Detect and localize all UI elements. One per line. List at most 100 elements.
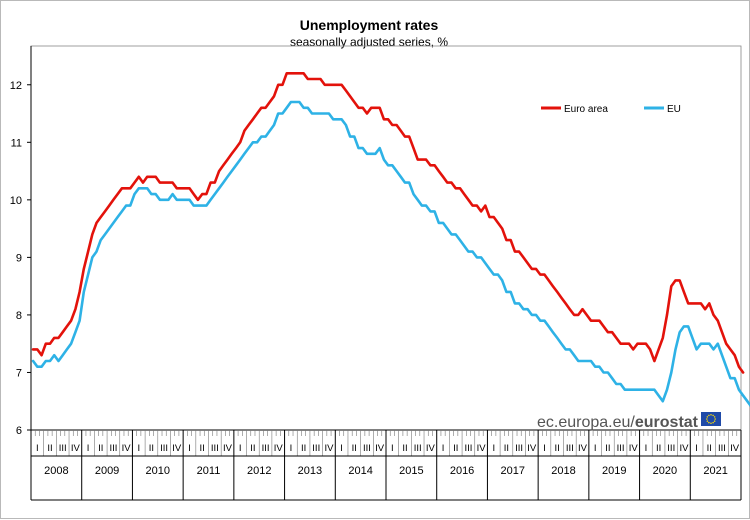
y-tick-label: 9 — [16, 252, 22, 264]
y-tick-label: 6 — [16, 425, 22, 437]
series-lines — [31, 72, 750, 408]
y-tick-label: 11 — [11, 137, 22, 149]
x-quarter-label: I — [36, 443, 39, 454]
flag-star — [706, 420, 709, 422]
x-quarter-label: IV — [679, 443, 689, 454]
x-quarter-label: II — [250, 443, 255, 454]
legend-eu-label: EU — [667, 104, 681, 115]
x-year-label: 2018 — [551, 465, 575, 477]
x-quarter-label: I — [492, 443, 495, 454]
x-quarter-label: III — [566, 443, 574, 454]
x-quarter-label: III — [211, 443, 219, 454]
chart-title: Unemployment rates — [300, 17, 439, 33]
plot-area — [30, 45, 742, 431]
x-quarter-label: IV — [426, 443, 436, 454]
x-year-label: 2008 — [44, 465, 68, 477]
x-year-label: 2020 — [653, 465, 677, 477]
legend-euro-area-label: Euro area — [564, 104, 608, 115]
x-quarter-label: IV — [324, 443, 334, 454]
flag-star — [706, 416, 709, 418]
x-quarter-label: II — [504, 443, 509, 454]
x-year-label: 2017 — [501, 465, 525, 477]
x-quarter-label: I — [594, 443, 597, 454]
x-quarter-label: III — [363, 443, 371, 454]
x-quarter-label: II — [200, 443, 205, 454]
x-quarter-label: IV — [122, 443, 132, 454]
flag-star — [708, 421, 710, 424]
x-quarter-label: I — [543, 443, 546, 454]
flag-star — [713, 416, 716, 418]
source-watermark: ec.europa.eu/eurostat — [537, 412, 721, 431]
x-quarter-label: I — [391, 443, 394, 454]
x-year-label: 2014 — [348, 465, 372, 477]
x-quarter-label: II — [47, 443, 52, 454]
x-year-label: 2016 — [450, 465, 474, 477]
x-quarter-label: I — [188, 443, 191, 454]
x-quarter-label: II — [301, 443, 306, 454]
x-quarter-label: IV — [477, 443, 487, 454]
series-line-eu — [31, 100, 750, 408]
x-quarter-label: III — [617, 443, 625, 454]
x-quarter-label: I — [442, 443, 445, 454]
x-quarter-label: II — [98, 443, 103, 454]
x-quarter-label: II — [555, 443, 560, 454]
x-year-label: 2010 — [146, 465, 170, 477]
x-year-label: 2021 — [703, 465, 727, 477]
x-quarter-label: II — [605, 443, 610, 454]
x-quarter-label: I — [695, 443, 698, 454]
plot-border — [30, 45, 742, 431]
flag-star — [710, 422, 712, 424]
x-quarter-label: IV — [274, 443, 284, 454]
x-quarter-label: II — [453, 443, 458, 454]
x-year-label: 2009 — [95, 465, 119, 477]
y-tick-label: 7 — [16, 367, 22, 379]
x-quarter-label: III — [464, 443, 472, 454]
x-quarter-label: IV — [71, 443, 81, 454]
x-quarter-label: IV — [578, 443, 588, 454]
x-quarter-label: IV — [629, 443, 639, 454]
eu-flag-stars-icon — [706, 414, 716, 424]
x-quarter-label: I — [87, 443, 90, 454]
flag-star — [708, 414, 710, 417]
x-quarter-label: II — [656, 443, 661, 454]
x-quarter-label: IV — [527, 443, 537, 454]
eu-flag-icon — [701, 412, 721, 426]
flag-star — [713, 420, 716, 422]
x-quarter-label: II — [149, 443, 154, 454]
flag-star — [706, 418, 708, 420]
flag-star — [710, 414, 712, 416]
x-quarter-label: III — [160, 443, 168, 454]
x-year-label: 2019 — [602, 465, 626, 477]
x-quarter-label: IV — [223, 443, 233, 454]
y-tick-label: 12 — [10, 80, 22, 92]
x-quarter-label: III — [312, 443, 320, 454]
x-quarter-label: I — [239, 443, 242, 454]
x-quarter-label: III — [109, 443, 117, 454]
legend: Euro area EU — [541, 104, 681, 115]
flag-star — [712, 414, 714, 417]
x-year-label: 2013 — [298, 465, 322, 477]
x-quarter-label: IV — [730, 443, 740, 454]
x-quarter-label: III — [667, 443, 675, 454]
x-quarter-label: I — [290, 443, 293, 454]
source-prefix: ec.europa.eu/ — [537, 414, 635, 431]
series-line-euro-area — [31, 72, 745, 374]
x-quarter-label: III — [515, 443, 523, 454]
x-quarter-label: I — [137, 443, 140, 454]
flag-star — [714, 418, 716, 420]
x-quarter-label: III — [262, 443, 270, 454]
chart-subtitle: seasonally adjusted series, % — [290, 35, 448, 49]
x-quarter-label: III — [59, 443, 67, 454]
x-quarter-label: I — [645, 443, 648, 454]
x-year-label: 2011 — [197, 465, 221, 477]
x-quarter-label: II — [707, 443, 712, 454]
x-quarter-label: II — [402, 443, 407, 454]
x-quarter-label: IV — [172, 443, 182, 454]
y-tick-label: 10 — [10, 195, 22, 207]
x-year-label: 2012 — [247, 465, 271, 477]
x-quarter-label: I — [340, 443, 343, 454]
x-quarter-label: III — [414, 443, 422, 454]
